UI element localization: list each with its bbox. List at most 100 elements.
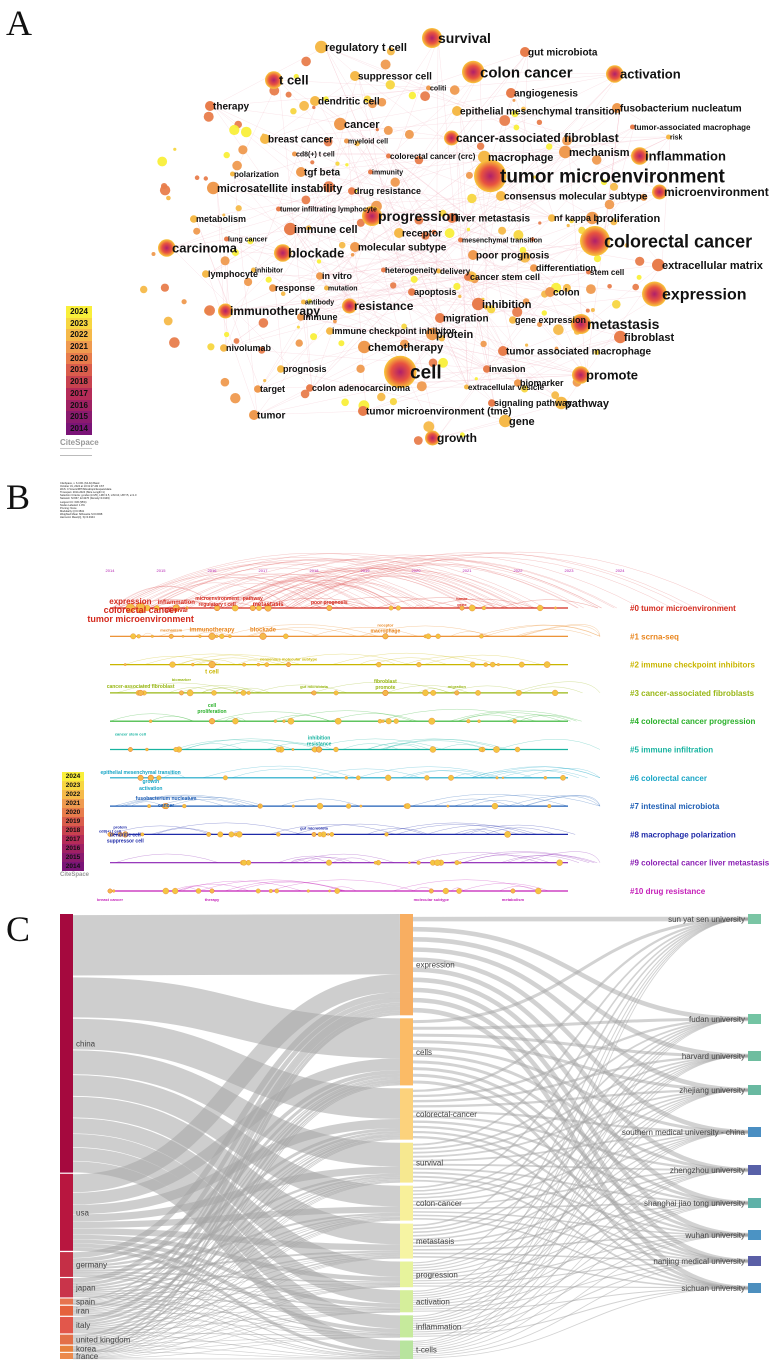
sankey-link-keyword-university bbox=[412, 967, 749, 1173]
sankey-link-country-keyword bbox=[72, 1012, 401, 1348]
keyword-label-mechanism: mechanism bbox=[569, 147, 630, 159]
cluster-node bbox=[388, 605, 394, 611]
cluster-node bbox=[346, 803, 352, 809]
keyword-node-immune-checkpoint-inhibitor bbox=[326, 327, 334, 335]
network-node-small bbox=[265, 276, 272, 283]
sankey-link-country-keyword bbox=[72, 1002, 401, 1301]
cluster-node bbox=[385, 774, 392, 781]
network-node-small bbox=[285, 91, 292, 98]
network-link bbox=[389, 155, 555, 219]
keyword-node-gene bbox=[499, 414, 512, 428]
cluster-node bbox=[430, 689, 437, 696]
cluster-arc bbox=[392, 879, 540, 892]
cluster-arc bbox=[144, 653, 281, 665]
network-link bbox=[302, 269, 386, 318]
network-link bbox=[295, 153, 646, 157]
sankey-link-keyword-university bbox=[412, 1089, 749, 1348]
network-link bbox=[216, 110, 461, 189]
network-node-small bbox=[546, 143, 553, 150]
network-node-small bbox=[585, 308, 590, 313]
sankey-link-country-keyword bbox=[72, 1018, 401, 1119]
timeline-node-label-inflammation: inflammation bbox=[158, 600, 196, 606]
network-link bbox=[279, 195, 505, 210]
cluster-node bbox=[198, 634, 202, 638]
university-node-sun-yat-sen-university bbox=[748, 914, 761, 924]
sankey-link-country-keyword bbox=[72, 1296, 401, 1357]
keyword-node-nf-kappa-b bbox=[548, 214, 556, 222]
network-link bbox=[389, 155, 441, 272]
network-link bbox=[171, 156, 489, 249]
cluster-arc bbox=[235, 881, 345, 892]
country-label-china: china bbox=[76, 1039, 96, 1048]
keyword-label-microsatellite-instability: microsatellite instability bbox=[217, 183, 343, 195]
network-node-small bbox=[453, 282, 461, 291]
keyword-label-poor-prognosis: poor prognosis bbox=[476, 251, 550, 262]
sankey-link-keyword-university bbox=[412, 1055, 749, 1322]
keyword-node-tumor-microenvironment-tme bbox=[358, 406, 368, 416]
sankey-link-keyword-university bbox=[412, 1171, 749, 1236]
keyword-label-immunity: immunity bbox=[372, 169, 403, 176]
network-link bbox=[331, 267, 537, 332]
network-link bbox=[295, 151, 570, 155]
sankey-link-keyword-university bbox=[412, 918, 749, 1146]
country-label-united-kingdom: united kingdom bbox=[76, 1336, 131, 1345]
network-node-small bbox=[640, 193, 648, 201]
cluster-node bbox=[147, 804, 152, 808]
sankey-link-country-keyword bbox=[72, 1003, 401, 1309]
cluster-arc bbox=[178, 685, 261, 694]
sankey-link-country-keyword bbox=[72, 1285, 401, 1343]
sankey-link-keyword-university bbox=[412, 1131, 749, 1203]
network-node-small bbox=[519, 251, 531, 263]
sankey-link-country-keyword bbox=[72, 998, 401, 1283]
cluster-arc bbox=[408, 852, 541, 863]
cluster-node bbox=[145, 747, 149, 752]
network-link bbox=[279, 208, 588, 325]
network-node-small bbox=[222, 213, 226, 217]
cluster-arc bbox=[488, 769, 580, 778]
keyword-label-breast-cancer: breast cancer bbox=[268, 135, 333, 146]
network-node-small bbox=[231, 249, 239, 256]
country-node-italy bbox=[60, 1316, 73, 1334]
cluster-arc bbox=[449, 710, 582, 722]
timeline-year-2019: 2019 bbox=[361, 568, 371, 573]
cluster-arc bbox=[173, 739, 295, 750]
cluster-node bbox=[328, 889, 331, 893]
sankey-link-country-keyword bbox=[72, 1311, 401, 1359]
keyword-label-macrophage: macrophage bbox=[488, 152, 553, 164]
cluster-arc bbox=[303, 857, 354, 863]
university-label-southern-medical-university-china: southern medical university - china bbox=[622, 1128, 746, 1137]
sankey-link-country-keyword bbox=[72, 1128, 401, 1266]
network-node-small bbox=[224, 331, 230, 338]
network-link bbox=[367, 346, 469, 388]
network-link bbox=[212, 73, 621, 107]
cluster-arc bbox=[410, 794, 569, 807]
cluster-node bbox=[355, 775, 361, 781]
sankey-link-keyword-university bbox=[412, 918, 749, 1342]
cluster-node bbox=[333, 690, 339, 696]
cluster-node bbox=[334, 888, 341, 894]
timeline-node-label-blockade: blockade bbox=[250, 627, 277, 633]
keyword-label-tumor-infiltrating-lymphocyte: tumor infiltrating lymphocyte bbox=[280, 206, 377, 213]
network-link bbox=[302, 316, 587, 376]
cluster-node bbox=[504, 831, 511, 838]
network-link bbox=[435, 291, 554, 335]
keyword-label-promote: promote bbox=[586, 368, 638, 383]
cluster-arc bbox=[307, 738, 444, 750]
sankey-link-keyword-university bbox=[412, 1055, 749, 1234]
cluster-node bbox=[313, 776, 316, 780]
network-link bbox=[436, 420, 510, 439]
keyword-node-stem-cell bbox=[586, 269, 591, 275]
cluster-node bbox=[291, 748, 295, 751]
cluster-arc bbox=[462, 854, 550, 863]
network-node-small bbox=[323, 137, 333, 147]
timeline-node-expression bbox=[125, 603, 136, 613]
university-label-fudan-university: fudan university bbox=[689, 1015, 745, 1024]
network-node-small bbox=[601, 179, 607, 186]
legend-year-2018: 2018 bbox=[66, 376, 92, 388]
cluster-arc bbox=[500, 855, 580, 863]
keyword-node-coliti bbox=[426, 85, 431, 91]
keyword-label-therapy: therapy bbox=[213, 102, 250, 113]
cluster-arc bbox=[236, 658, 289, 665]
keyword-label-carcinoma: carcinoma bbox=[172, 241, 238, 256]
timeline-arc bbox=[261, 558, 617, 609]
